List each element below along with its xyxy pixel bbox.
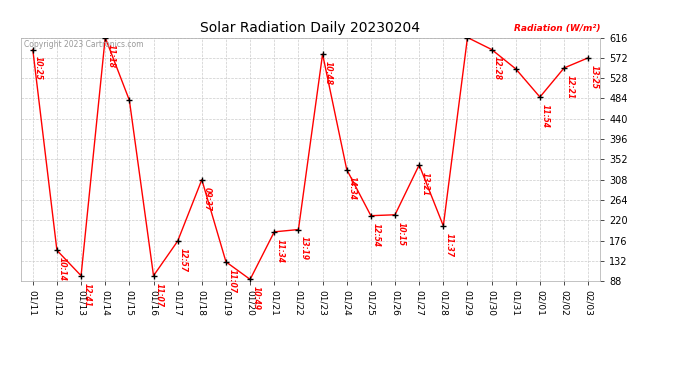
Text: 13:19: 13:19 [299,237,308,261]
Text: 09:37: 09:37 [203,187,212,211]
Text: 10:48: 10:48 [324,61,333,85]
Text: 11:34: 11:34 [275,239,284,263]
Text: 12:28: 12:28 [493,56,502,80]
Text: 10:49: 10:49 [251,286,260,310]
Text: 10:15: 10:15 [396,222,405,246]
Title: Solar Radiation Daily 20230204: Solar Radiation Daily 20230204 [201,21,420,35]
Text: 10:25: 10:25 [34,56,43,80]
Text: 11:07: 11:07 [227,269,236,293]
Text: 11:07: 11:07 [155,283,164,307]
Text: Radiation (W/m²): Radiation (W/m²) [514,24,600,33]
Text: Copyright 2023 Cartronics.com: Copyright 2023 Cartronics.com [23,40,143,49]
Text: 12:21: 12:21 [565,75,574,99]
Text: 13:21: 13:21 [420,172,429,196]
Text: 12:41: 12:41 [82,283,91,307]
Text: 11:18: 11:18 [106,44,115,68]
Text: 13:25: 13:25 [589,65,598,89]
Text: 14:34: 14:34 [348,177,357,201]
Text: 10:14: 10:14 [58,257,67,281]
Text: 11:54: 11:54 [541,104,550,128]
Text: 12:57: 12:57 [179,248,188,272]
Text: 11:37: 11:37 [444,233,453,257]
Text: 12:54: 12:54 [372,223,381,247]
